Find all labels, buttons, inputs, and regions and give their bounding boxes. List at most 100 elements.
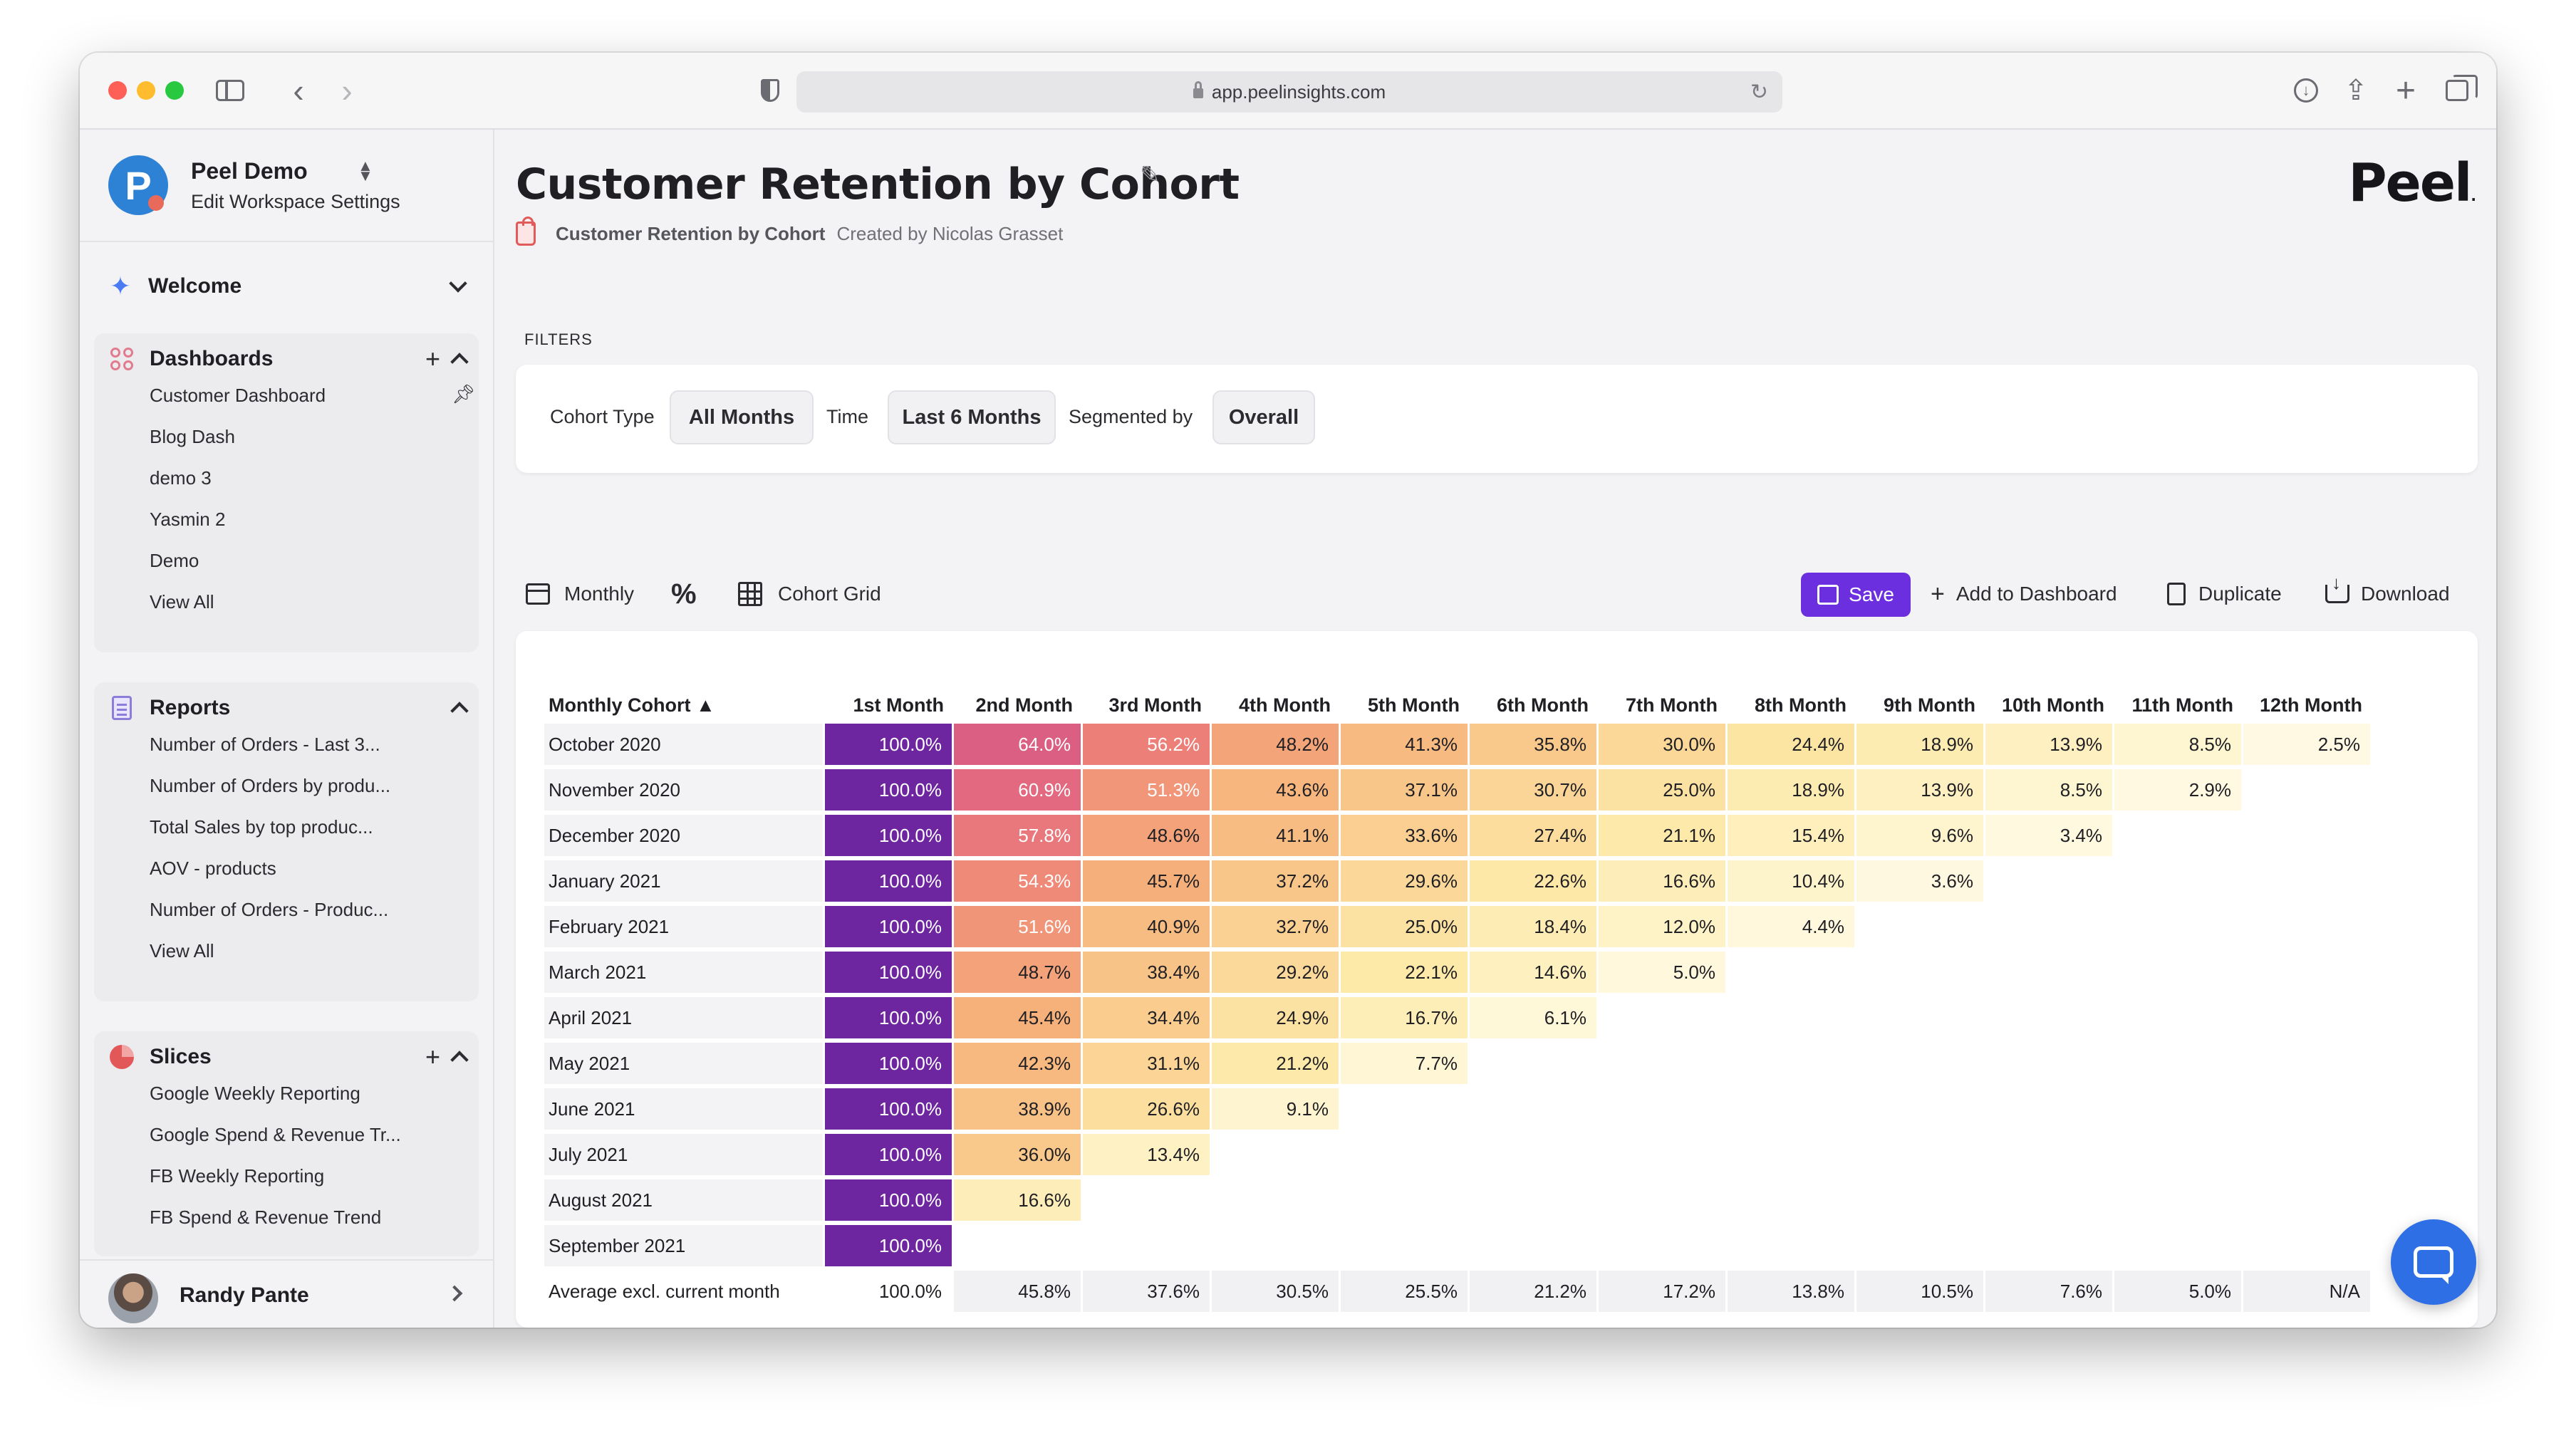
sidebar-item-slice[interactable]: Google Weekly Reporting: [150, 1083, 360, 1104]
column-header[interactable]: 6th Month: [1497, 694, 1589, 716]
column-header[interactable]: 1st Month: [853, 694, 945, 716]
retention-cell[interactable]: 51.6%: [954, 906, 1081, 947]
retention-cell[interactable]: 37.2%: [1212, 860, 1339, 902]
retention-cell[interactable]: 64.0%: [954, 724, 1081, 765]
column-header[interactable]: 5th Month: [1368, 694, 1460, 716]
segment-select[interactable]: Overall: [1212, 390, 1315, 444]
back-icon[interactable]: ‹: [293, 72, 304, 109]
sidebar-item-slice[interactable]: Google Spend & Revenue Tr...: [150, 1124, 401, 1145]
retention-cell[interactable]: 6.1%: [1470, 997, 1596, 1038]
retention-cell[interactable]: 15.4%: [1728, 815, 1854, 856]
chat-button[interactable]: [2391, 1219, 2476, 1305]
retention-cell[interactable]: 100.0%: [825, 1088, 952, 1130]
retention-cell[interactable]: 30.7%: [1470, 769, 1596, 811]
chevron-right-icon[interactable]: [446, 1285, 463, 1302]
downloads-icon[interactable]: ↓: [2288, 71, 2324, 110]
retention-cell[interactable]: 3.4%: [1985, 815, 2112, 856]
column-header[interactable]: 4th Month: [1239, 694, 1331, 716]
sidebar-item-slice[interactable]: FB Weekly Reporting: [150, 1165, 325, 1187]
column-header[interactable]: 9th Month: [1884, 694, 1975, 716]
retention-cell[interactable]: 51.3%: [1083, 769, 1210, 811]
retention-cell[interactable]: 2.9%: [2114, 769, 2241, 811]
minimize-window-button[interactable]: [137, 81, 155, 100]
retention-cell[interactable]: 18.4%: [1470, 906, 1596, 947]
retention-cell[interactable]: 40.9%: [1083, 906, 1210, 947]
retention-cell[interactable]: 27.4%: [1470, 815, 1596, 856]
retention-cell[interactable]: 26.6%: [1083, 1088, 1210, 1130]
retention-cell[interactable]: 5.0%: [1599, 952, 1725, 993]
sidebar-item-dashboard[interactable]: Customer Dashboard: [150, 385, 326, 406]
retention-cell[interactable]: 100.0%: [825, 815, 952, 856]
retention-cell[interactable]: 9.1%: [1212, 1088, 1339, 1130]
add-dashboard-icon[interactable]: +: [425, 344, 440, 373]
privacy-shield-icon[interactable]: [752, 71, 788, 110]
retention-cell[interactable]: 14.6%: [1470, 952, 1596, 993]
column-header[interactable]: 7th Month: [1626, 694, 1718, 716]
retention-cell[interactable]: 3.6%: [1856, 860, 1983, 902]
save-button[interactable]: Save: [1801, 573, 1911, 617]
column-header[interactable]: 12th Month: [2260, 694, 2362, 716]
add-to-dashboard-button[interactable]: + Add to Dashboard: [1931, 571, 2117, 617]
retention-cell[interactable]: 9.6%: [1856, 815, 1983, 856]
retention-cell[interactable]: 41.3%: [1341, 724, 1468, 765]
pencil-icon[interactable]: ✎: [1140, 162, 1160, 189]
retention-cell[interactable]: 24.4%: [1728, 724, 1854, 765]
retention-cell[interactable]: 13.9%: [1985, 724, 2112, 765]
retention-cell[interactable]: 56.2%: [1083, 724, 1210, 765]
retention-cell[interactable]: 22.1%: [1341, 952, 1468, 993]
sidebar-item-report[interactable]: Total Sales by top produc...: [150, 816, 373, 838]
column-header[interactable]: 11th Month: [2131, 694, 2234, 716]
retention-cell[interactable]: 18.9%: [1728, 769, 1854, 811]
monthly-cohort-sort-header[interactable]: Monthly Cohort ▲: [549, 694, 715, 716]
retention-cell[interactable]: 100.0%: [825, 906, 952, 947]
retention-cell[interactable]: 32.7%: [1212, 906, 1339, 947]
time-select[interactable]: Last 6 Months: [888, 390, 1056, 444]
sidebar-item-dashboard[interactable]: demo 3: [150, 467, 212, 489]
workspace-name[interactable]: Peel Demo: [191, 158, 308, 184]
view-selector[interactable]: Cohort Grid: [738, 571, 881, 617]
retention-cell[interactable]: 24.9%: [1212, 997, 1339, 1038]
retention-cell[interactable]: 13.4%: [1083, 1134, 1210, 1175]
dashboards-view-all-link[interactable]: View All: [150, 591, 214, 613]
retention-cell[interactable]: 7.7%: [1341, 1043, 1468, 1084]
retention-cell[interactable]: 37.1%: [1341, 769, 1468, 811]
retention-cell[interactable]: 21.2%: [1212, 1043, 1339, 1084]
retention-cell[interactable]: 100.0%: [825, 997, 952, 1038]
sidebar-item-dashboard[interactable]: Blog Dash: [150, 426, 235, 447]
forward-icon[interactable]: ›: [341, 72, 353, 109]
retention-cell[interactable]: 13.9%: [1856, 769, 1983, 811]
column-header[interactable]: 8th Month: [1755, 694, 1847, 716]
cohort-type-select[interactable]: All Months: [670, 390, 814, 444]
retention-cell[interactable]: 2.5%: [2243, 724, 2370, 765]
retention-cell[interactable]: 30.0%: [1599, 724, 1725, 765]
add-slice-icon[interactable]: +: [425, 1042, 440, 1071]
retention-cell[interactable]: 29.6%: [1341, 860, 1468, 902]
address-bar[interactable]: app.peelinsights.com ↻: [796, 71, 1782, 113]
percent-toggle[interactable]: %: [671, 578, 697, 610]
retention-cell[interactable]: 42.3%: [954, 1043, 1081, 1084]
retention-cell[interactable]: 54.3%: [954, 860, 1081, 902]
sidebar-item-report[interactable]: Number of Orders by produ...: [150, 775, 391, 796]
sidebar-item-slice[interactable]: FB Spend & Revenue Trend: [150, 1207, 382, 1228]
retention-cell[interactable]: 60.9%: [954, 769, 1081, 811]
sidebar-item-report[interactable]: Number of Orders - Last 3...: [150, 734, 380, 755]
sidebar-toggle-icon[interactable]: [214, 71, 246, 110]
retention-cell[interactable]: 35.8%: [1470, 724, 1596, 765]
retention-cell[interactable]: 22.6%: [1470, 860, 1596, 902]
retention-cell[interactable]: 48.2%: [1212, 724, 1339, 765]
retention-cell[interactable]: 8.5%: [2114, 724, 2241, 765]
duplicate-button[interactable]: Duplicate: [2167, 571, 2282, 617]
retention-cell[interactable]: 41.1%: [1212, 815, 1339, 856]
sidebar-item-dashboard[interactable]: Demo: [150, 550, 199, 571]
column-header[interactable]: 3rd Month: [1108, 694, 1202, 716]
retention-cell[interactable]: 34.4%: [1083, 997, 1210, 1038]
retention-cell[interactable]: 8.5%: [1985, 769, 2112, 811]
zoom-window-button[interactable]: [165, 81, 184, 100]
user-menu[interactable]: Randy Pante: [80, 1259, 493, 1328]
retention-cell[interactable]: 36.0%: [954, 1134, 1081, 1175]
close-window-button[interactable]: [108, 81, 127, 100]
pin-icon[interactable]: 📌︎: [452, 383, 476, 405]
chevron-up-icon[interactable]: [450, 702, 469, 720]
retention-cell[interactable]: 100.0%: [825, 952, 952, 993]
retention-cell[interactable]: 48.6%: [1083, 815, 1210, 856]
